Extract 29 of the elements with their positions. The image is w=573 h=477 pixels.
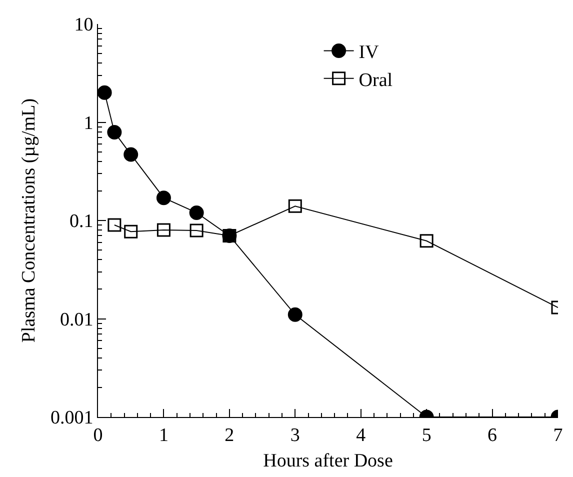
x-tick-label: 7 <box>553 424 563 446</box>
point <box>288 199 302 213</box>
y-tick-label: 10 <box>74 14 94 36</box>
y-tick-label: 0.001 <box>50 408 94 429</box>
x-tick-label: 5 <box>422 424 432 446</box>
y-tick-label: 1 <box>84 112 94 134</box>
x-tick-label: 1 <box>158 424 168 446</box>
legend-label: Oral <box>358 70 393 91</box>
point <box>288 307 302 322</box>
x-tick-label: 0 <box>93 424 103 446</box>
point <box>124 224 138 238</box>
point <box>420 234 434 248</box>
point <box>108 218 122 232</box>
x-axis-title: Hours after Dose <box>263 450 393 472</box>
point <box>107 125 122 140</box>
point <box>156 190 171 206</box>
x-tick-label: 4 <box>356 424 366 446</box>
point <box>124 147 138 162</box>
x-tick-label: 2 <box>224 424 234 446</box>
y-axis-title: Plasma Concentrations (µg/mL) <box>18 98 40 343</box>
point <box>98 85 112 100</box>
point <box>189 205 204 220</box>
legend-label: IV <box>358 42 380 64</box>
x-tick-label: 6 <box>488 424 498 446</box>
point <box>156 223 170 237</box>
y-tick-label: 0.1 <box>69 211 94 232</box>
y-tick-label: 0.01 <box>60 309 94 330</box>
point <box>190 224 204 238</box>
x-tick-label: 3 <box>290 424 300 446</box>
